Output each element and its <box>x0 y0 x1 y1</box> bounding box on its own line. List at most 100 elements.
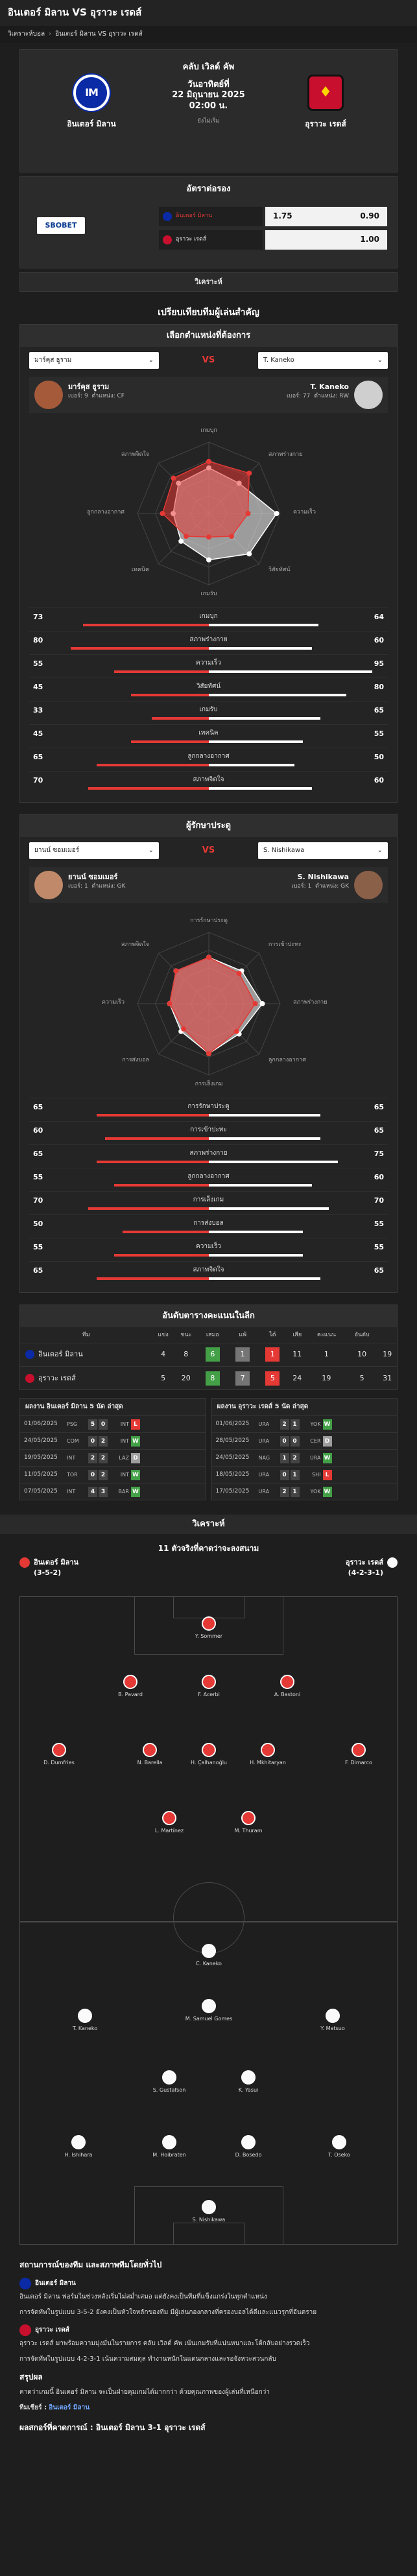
form-score-b: 2 <box>99 1436 108 1447</box>
stat-left-value: 73 <box>33 613 43 622</box>
stat-row: 50 การส่งบอล 55 <box>29 1214 388 1238</box>
stat-left-value: 65 <box>33 1150 43 1159</box>
standings-header: แพ้ <box>239 1331 246 1338</box>
list-item[interactable]: 17/05/2025 URA 2 1 YOK W <box>211 1483 397 1500</box>
lineup-player[interactable]: Y. Sommer <box>180 1616 238 1640</box>
form-result-badge: W <box>131 1436 140 1447</box>
form-score-b: 2 <box>99 1452 108 1463</box>
form-score-a: 2 <box>280 1486 289 1497</box>
list-item[interactable]: 19/05/2025 INT 2 2 LAZ D <box>20 1449 206 1466</box>
keeper-compare: ผู้รักษาประตู ยานน์ ซอมเมอร์ ⌄ VS S. Nish… <box>19 814 398 1294</box>
right-player-select[interactable]: T. Kaneko ⌄ <box>258 352 388 370</box>
chevron-down-icon: ⌄ <box>148 357 154 364</box>
standings-title: อันดับตารางคะแนนในลีก <box>20 1305 397 1328</box>
stat-right-bar <box>208 1114 321 1117</box>
odds-row-away[interactable]: อุราวะ เรดส์ 1.00 <box>159 230 387 250</box>
list-item[interactable]: 28/05/2025 URA 0 0 CER D <box>211 1432 397 1449</box>
list-item[interactable]: 01/06/2025 PSG 5 0 INT L <box>20 1415 206 1432</box>
lineup-player[interactable]: F. Acerbi <box>180 1674 238 1699</box>
match-status: ยังไม่เริ่ม <box>197 118 220 124</box>
breadcrumb-home[interactable]: วิเคราะห์บอล <box>8 30 45 38</box>
analysis-strip[interactable]: วิเคราะห์ <box>19 272 398 292</box>
lineup-player[interactable]: T. Oseko <box>310 2134 368 2159</box>
form-team-b: INT <box>120 1472 129 1478</box>
home-lineup-label: อินเตอร์ มิลาน (3-5-2) <box>19 1557 78 1578</box>
lineup-player[interactable]: M. Samuel Gomes <box>180 1998 238 2023</box>
lineup-player[interactable]: T. Kaneko <box>56 2008 114 2033</box>
lineup-player[interactable]: H. Çalhanoğlu <box>180 1742 238 1767</box>
radar-axis-label: วิสัยทัศน์ <box>268 565 290 573</box>
radar-series-left <box>161 461 250 538</box>
stat-left-bar <box>131 694 209 697</box>
outfield-radar-chart: เกมบุกสภาพร่างกายความเร็ววิสัยทัศน์เกมรั… <box>86 427 316 597</box>
chevron-down-icon: ⌄ <box>148 847 154 855</box>
right-keeper-select[interactable]: S. Nishikawa ⌄ <box>258 842 388 860</box>
lineup-player[interactable]: K. Yasui <box>219 2070 278 2094</box>
home-team[interactable]: IM อินเตอร์ มิลาน <box>46 75 137 130</box>
odds-row-home[interactable]: อินเตอร์ มิลาน 1.75 0.90 <box>159 207 387 226</box>
radar-axis-label: ความเร็ว <box>293 507 316 515</box>
away-form-title: ผลงาน อุราวะ เรดส์ 5 นัด ล่าสุด <box>217 1403 309 1411</box>
stat-right-bar <box>208 694 346 697</box>
match-time: 02:00 น. <box>189 100 228 111</box>
standings-header: คะแนน <box>316 1331 336 1338</box>
table-row[interactable]: อุราวะ เรดส์ 5 20 8 7 5 24 19 5 31 <box>20 1365 397 1390</box>
left-player-select[interactable]: มาร์คุส ธูราม ⌄ <box>29 352 159 370</box>
lineup-player[interactable]: L. Martínez <box>140 1810 198 1835</box>
keeper-stats: 65 การรักษาประตู 65 60 การเข้าปะทะ 65 65 สภาพร่… <box>29 1098 388 1284</box>
stat-row: 33 เกมรับ 65 <box>29 701 388 724</box>
list-item[interactable]: 01/06/2025 URA 2 1 YOK W <box>211 1415 397 1432</box>
left-keeper-select[interactable]: ยานน์ ซอมเมอร์ ⌄ <box>29 842 159 860</box>
table-cell: 5 <box>346 1365 378 1390</box>
radar-axis-label: ลูกกลางอากาศ <box>268 1057 305 1063</box>
inter-logo-icon: IM <box>73 75 110 111</box>
lineup-player[interactable]: F. Dimarco <box>329 1742 388 1767</box>
list-item[interactable]: 24/05/2025 COM 0 2 INT W <box>20 1432 206 1449</box>
lineup-player[interactable]: S. Nishikawa <box>180 2199 238 2224</box>
stat-right-value: 65 <box>374 706 384 715</box>
form-team-b: YOK <box>310 1421 321 1427</box>
list-item[interactable]: 07/05/2025 INT 4 3 BAR W <box>20 1483 206 1500</box>
sbobet-logo[interactable]: SBOBET <box>37 217 85 234</box>
list-item[interactable]: 11/05/2025 TOR 0 2 INT W <box>20 1466 206 1483</box>
radar-point <box>252 1001 257 1007</box>
form-team-a: COM <box>67 1438 79 1444</box>
stat-label: ความเร็ว <box>196 1243 221 1251</box>
stat-row: 45 เทคนิค 55 <box>29 724 388 748</box>
lineup-player[interactable]: Y. Matsuo <box>304 2008 362 2033</box>
keeper-compare-title: ผู้รักษาประตู <box>20 815 397 838</box>
lineup-player[interactable]: D. Bosedo <box>219 2134 278 2159</box>
lineup-player[interactable]: M. Hoibraten <box>140 2134 198 2159</box>
form-team-a: URA <box>258 1489 270 1495</box>
form-team-b: CER <box>310 1438 321 1444</box>
list-item[interactable]: 24/05/2025 NAG 1 2 URA W <box>211 1449 397 1466</box>
stat-left-bar <box>96 1161 209 1164</box>
form-date: 24/05/2025 <box>215 1454 250 1461</box>
stat-row: 65 ลูกกลางอากาศ 50 <box>29 748 388 771</box>
form-result-badge: W <box>131 1486 140 1497</box>
form-score-a: 0 <box>88 1469 97 1480</box>
lineup-player[interactable]: M. Thuram <box>219 1810 278 1835</box>
lineup-player[interactable]: D. Dumfries <box>30 1742 88 1767</box>
left-player-avatar <box>34 381 63 410</box>
radar-axis-label: สภาพจิตใจ <box>121 941 149 948</box>
lineup-player[interactable]: C. Kaneko <box>180 1943 238 1968</box>
player-marker-icon <box>123 1674 137 1689</box>
table-row[interactable]: อินเตอร์ มิลาน 4 8 6 1 1 11 1 10 19 <box>20 1342 397 1367</box>
radar-point <box>233 1029 239 1035</box>
league-name: คลับ เวิลด์ คัพ <box>182 62 235 72</box>
stat-right-bar <box>208 1207 329 1211</box>
away-team[interactable]: ♦ อุราวะ เรดส์ <box>280 75 371 130</box>
lineup-player[interactable]: A. Bastoni <box>258 1674 316 1699</box>
player-marker-icon <box>202 1742 216 1757</box>
stat-label: เกมรับ <box>199 706 218 714</box>
list-item[interactable]: 18/05/2025 URA 0 1 SHI L <box>211 1466 397 1483</box>
player-name: H. Ishihara <box>64 2151 93 2158</box>
lineup-player[interactable]: H. Mkhitaryan <box>239 1742 297 1767</box>
lineup-player[interactable]: N. Barella <box>121 1742 179 1767</box>
lineup-player[interactable]: H. Ishihara <box>49 2134 108 2159</box>
lineup-player[interactable]: S. Gustafson <box>140 2070 198 2094</box>
lineup-player[interactable]: B. Pavard <box>101 1674 160 1699</box>
stat-left-bar <box>105 1137 209 1140</box>
form-score-b: 3 <box>99 1486 108 1497</box>
